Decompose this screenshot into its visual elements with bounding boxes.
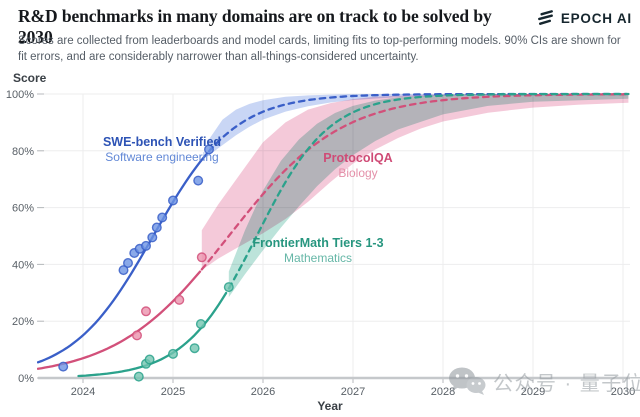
series-domain: Mathematics: [283, 251, 353, 265]
series-label-swe-bench: SWE-bench Verified Software engineering: [62, 135, 262, 165]
data-point-0: [118, 265, 129, 276]
x-tick-label: 2026: [251, 386, 275, 398]
watermark-text: 公众号 · 量子位: [493, 372, 640, 395]
y-axis-title: Score: [13, 71, 47, 85]
data-point-0: [58, 361, 69, 372]
y-tick-label: 100%: [6, 89, 34, 101]
series-domain: Biology: [338, 166, 378, 180]
data-point-2: [133, 371, 144, 382]
x-axis-title: Year: [317, 399, 343, 413]
data-point-2: [167, 348, 178, 359]
data-point-2: [189, 343, 200, 354]
y-tick-label: 0%: [18, 373, 34, 385]
page-title: R&D benchmarks in many domains are on tr…: [18, 6, 492, 47]
data-point-2: [144, 354, 155, 365]
data-point-2: [223, 282, 234, 293]
data-point-1: [174, 294, 185, 305]
epoch-lightning-icon: [537, 10, 553, 25]
data-point-1: [131, 330, 142, 341]
x-tick-label: 2024: [71, 386, 95, 398]
data-point-0: [122, 258, 133, 269]
y-tick-label: 20%: [12, 316, 34, 328]
epoch-ai-logo: EPOCH AI: [536, 9, 632, 28]
y-tick-label: 60%: [12, 203, 34, 215]
series-name: FrontierMath Tiers 1-3: [252, 236, 384, 250]
wechat-icon: [449, 367, 486, 395]
data-point-1: [140, 306, 151, 317]
epoch-logo-text: EPOCH AI: [560, 11, 632, 26]
chart-subtitle: Scores are collected from leaderboards a…: [18, 35, 621, 64]
data-point-0: [147, 232, 158, 243]
ci-band-2: [228, 94, 629, 298]
data-point-0: [167, 195, 178, 206]
watermark: 公众号 · 量子位: [448, 366, 640, 396]
series-label-frontiermath: FrontierMath Tiers 1-3 Mathematics: [218, 236, 418, 266]
data-point-0: [157, 212, 168, 223]
series-label-protocolqa: ProtocolQA Biology: [258, 151, 458, 181]
x-tick-label: 2030: [611, 386, 635, 398]
data-point-1: [196, 252, 207, 263]
fit-line-0: [37, 152, 209, 364]
x-tick-label: 2027: [341, 386, 365, 398]
x-tick-label: 2029: [521, 386, 545, 398]
series-name: SWE-bench Verified: [102, 135, 222, 149]
projection-line-2: [227, 92, 630, 290]
data-point-2: [195, 319, 206, 330]
x-tick-label: 2028: [431, 386, 455, 398]
data-point-0: [140, 240, 151, 251]
data-point-0: [193, 175, 204, 186]
y-tick-label: 80%: [12, 146, 34, 158]
data-point-0: [151, 222, 162, 233]
data-point-0: [203, 144, 214, 155]
series-name: ProtocolQA: [323, 151, 393, 165]
series-domain: Software engineering: [105, 150, 219, 164]
x-tick-label: 2025: [161, 386, 185, 398]
y-tick-label: 40%: [12, 259, 34, 271]
